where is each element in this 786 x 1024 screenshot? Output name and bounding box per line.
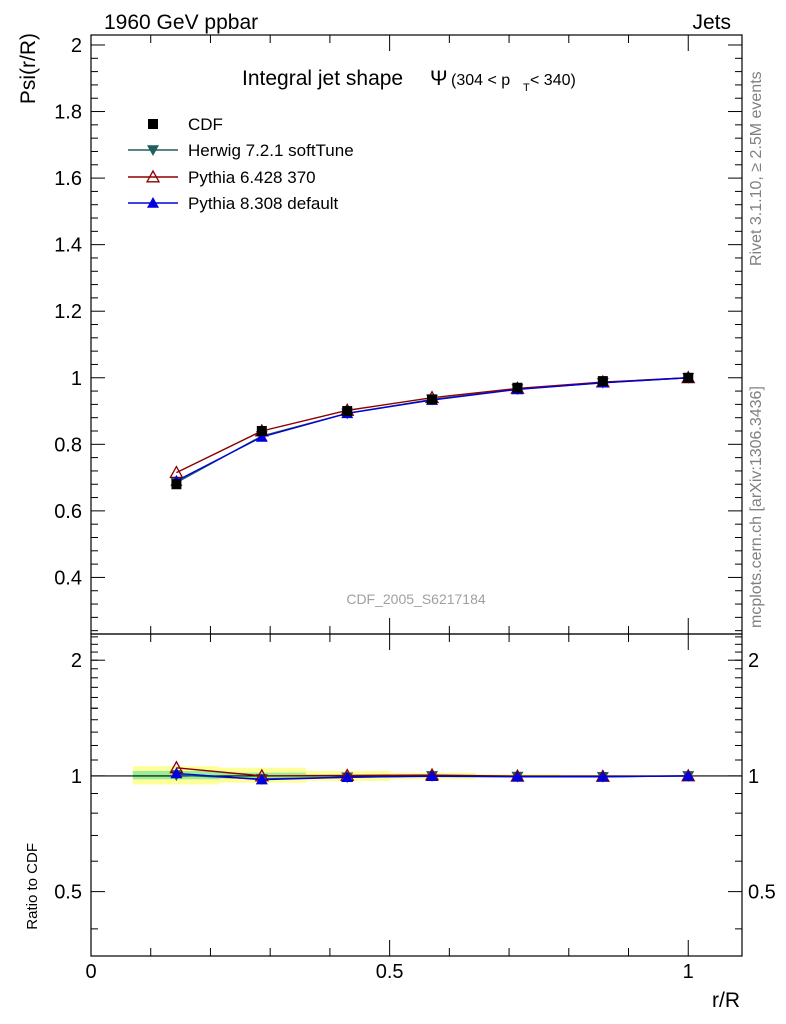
main-series-1	[170, 372, 695, 489]
ratio-y-tick-label: 0.5	[54, 882, 82, 904]
legend-label: Pythia 6.428 370	[188, 168, 316, 187]
main-point	[255, 430, 268, 442]
title-range-post: < 340)	[530, 72, 576, 89]
legend-item-2: Pythia 6.428 370	[128, 168, 316, 187]
ratio-y-tick-label: 1	[71, 766, 82, 788]
main-point	[427, 394, 438, 405]
header-left: 1960 GeV ppbar	[104, 11, 258, 34]
legend-marker	[145, 169, 161, 183]
main-point	[171, 479, 182, 490]
ratio-y-tick-label-right: 0.5	[748, 882, 776, 904]
mcplots-label: mcplots.cern.ch [arXiv:1306.3436]	[748, 386, 765, 628]
legend-label: CDF	[188, 115, 223, 134]
ratio-point	[682, 769, 695, 781]
title-main: Integral jet shape	[242, 67, 403, 90]
title-range-sub: T	[523, 82, 530, 94]
ratio-point	[511, 770, 524, 782]
ratio-point	[170, 767, 183, 779]
legend: CDF Herwig 7.2.1 softTune Pythia 6.428 370…	[128, 115, 354, 213]
main-point	[512, 382, 523, 393]
analysis-watermark: CDF_2005_S6217184	[346, 591, 486, 607]
main-y-tick-label: 1.8	[54, 102, 82, 124]
ratio-series-2	[170, 767, 695, 785]
legend-label: Pythia 8.308 default	[188, 194, 339, 213]
ratio-y-tick-label-right: 1	[748, 766, 759, 788]
header-right: Jets	[692, 11, 731, 34]
x-tick-label: 1	[683, 961, 694, 983]
main-y-tick-label: 1	[71, 368, 82, 390]
main-series-0	[171, 372, 694, 490]
ratio-point	[596, 770, 609, 782]
main-y-tick-label: 0.4	[54, 567, 82, 589]
main-y-tick-label: 1.2	[54, 301, 82, 323]
main-y-tick-label: 0.8	[54, 434, 82, 456]
title-symbol: Ψ	[430, 67, 448, 90]
ratio-point	[426, 770, 439, 782]
legend-label: Herwig 7.2.1 softTune	[188, 141, 354, 160]
main-y-axis-label: Psi(r/R)	[17, 33, 40, 104]
main-series-2	[169, 370, 696, 479]
main-y-tick-label: 1.4	[54, 235, 82, 257]
legend-marker	[147, 145, 159, 156]
main-series-3	[170, 371, 695, 486]
main-y-tick-label: 1.6	[54, 168, 82, 190]
ratio-panel: 0.5 0.5 1 1 2 2 0 0.5 1	[54, 633, 776, 983]
ratio-point	[255, 773, 268, 785]
main-point	[683, 372, 694, 383]
ratio-frame	[90, 633, 743, 957]
main-point	[256, 426, 267, 437]
ratio-y-tick-label-right: 2	[748, 650, 759, 672]
main-panel: 0.4 0.6 0.8 1 1.2 1.4 1.6 1.8 2	[54, 34, 743, 635]
ratio-y-axis-label: Ratio to CDF	[24, 843, 41, 930]
main-y-tick-label: 0.6	[54, 501, 82, 523]
chart-title: Integral jet shape Ψ (304 < p T < 340)	[242, 67, 576, 94]
title-range-pre: (304 < p	[451, 72, 510, 89]
x-tick-label: 0.5	[376, 961, 404, 983]
legend-marker	[148, 119, 158, 129]
legend-item-0: CDF	[148, 115, 223, 134]
legend-item-1: Herwig 7.2.1 softTune	[128, 141, 354, 160]
main-point	[342, 406, 353, 417]
x-axis-label: r/R	[712, 989, 740, 1012]
legend-marker	[147, 197, 159, 208]
x-tick-label: 0	[85, 961, 96, 983]
ratio-y-tick-label: 2	[71, 650, 82, 672]
main-y-tick-label: 2	[71, 35, 82, 57]
main-point	[597, 376, 608, 387]
ratio-point	[341, 771, 354, 783]
rivet-label: Rivet 3.1.10, ≥ 2.5M events	[748, 71, 765, 266]
legend-item-3: Pythia 8.308 default	[128, 194, 339, 213]
